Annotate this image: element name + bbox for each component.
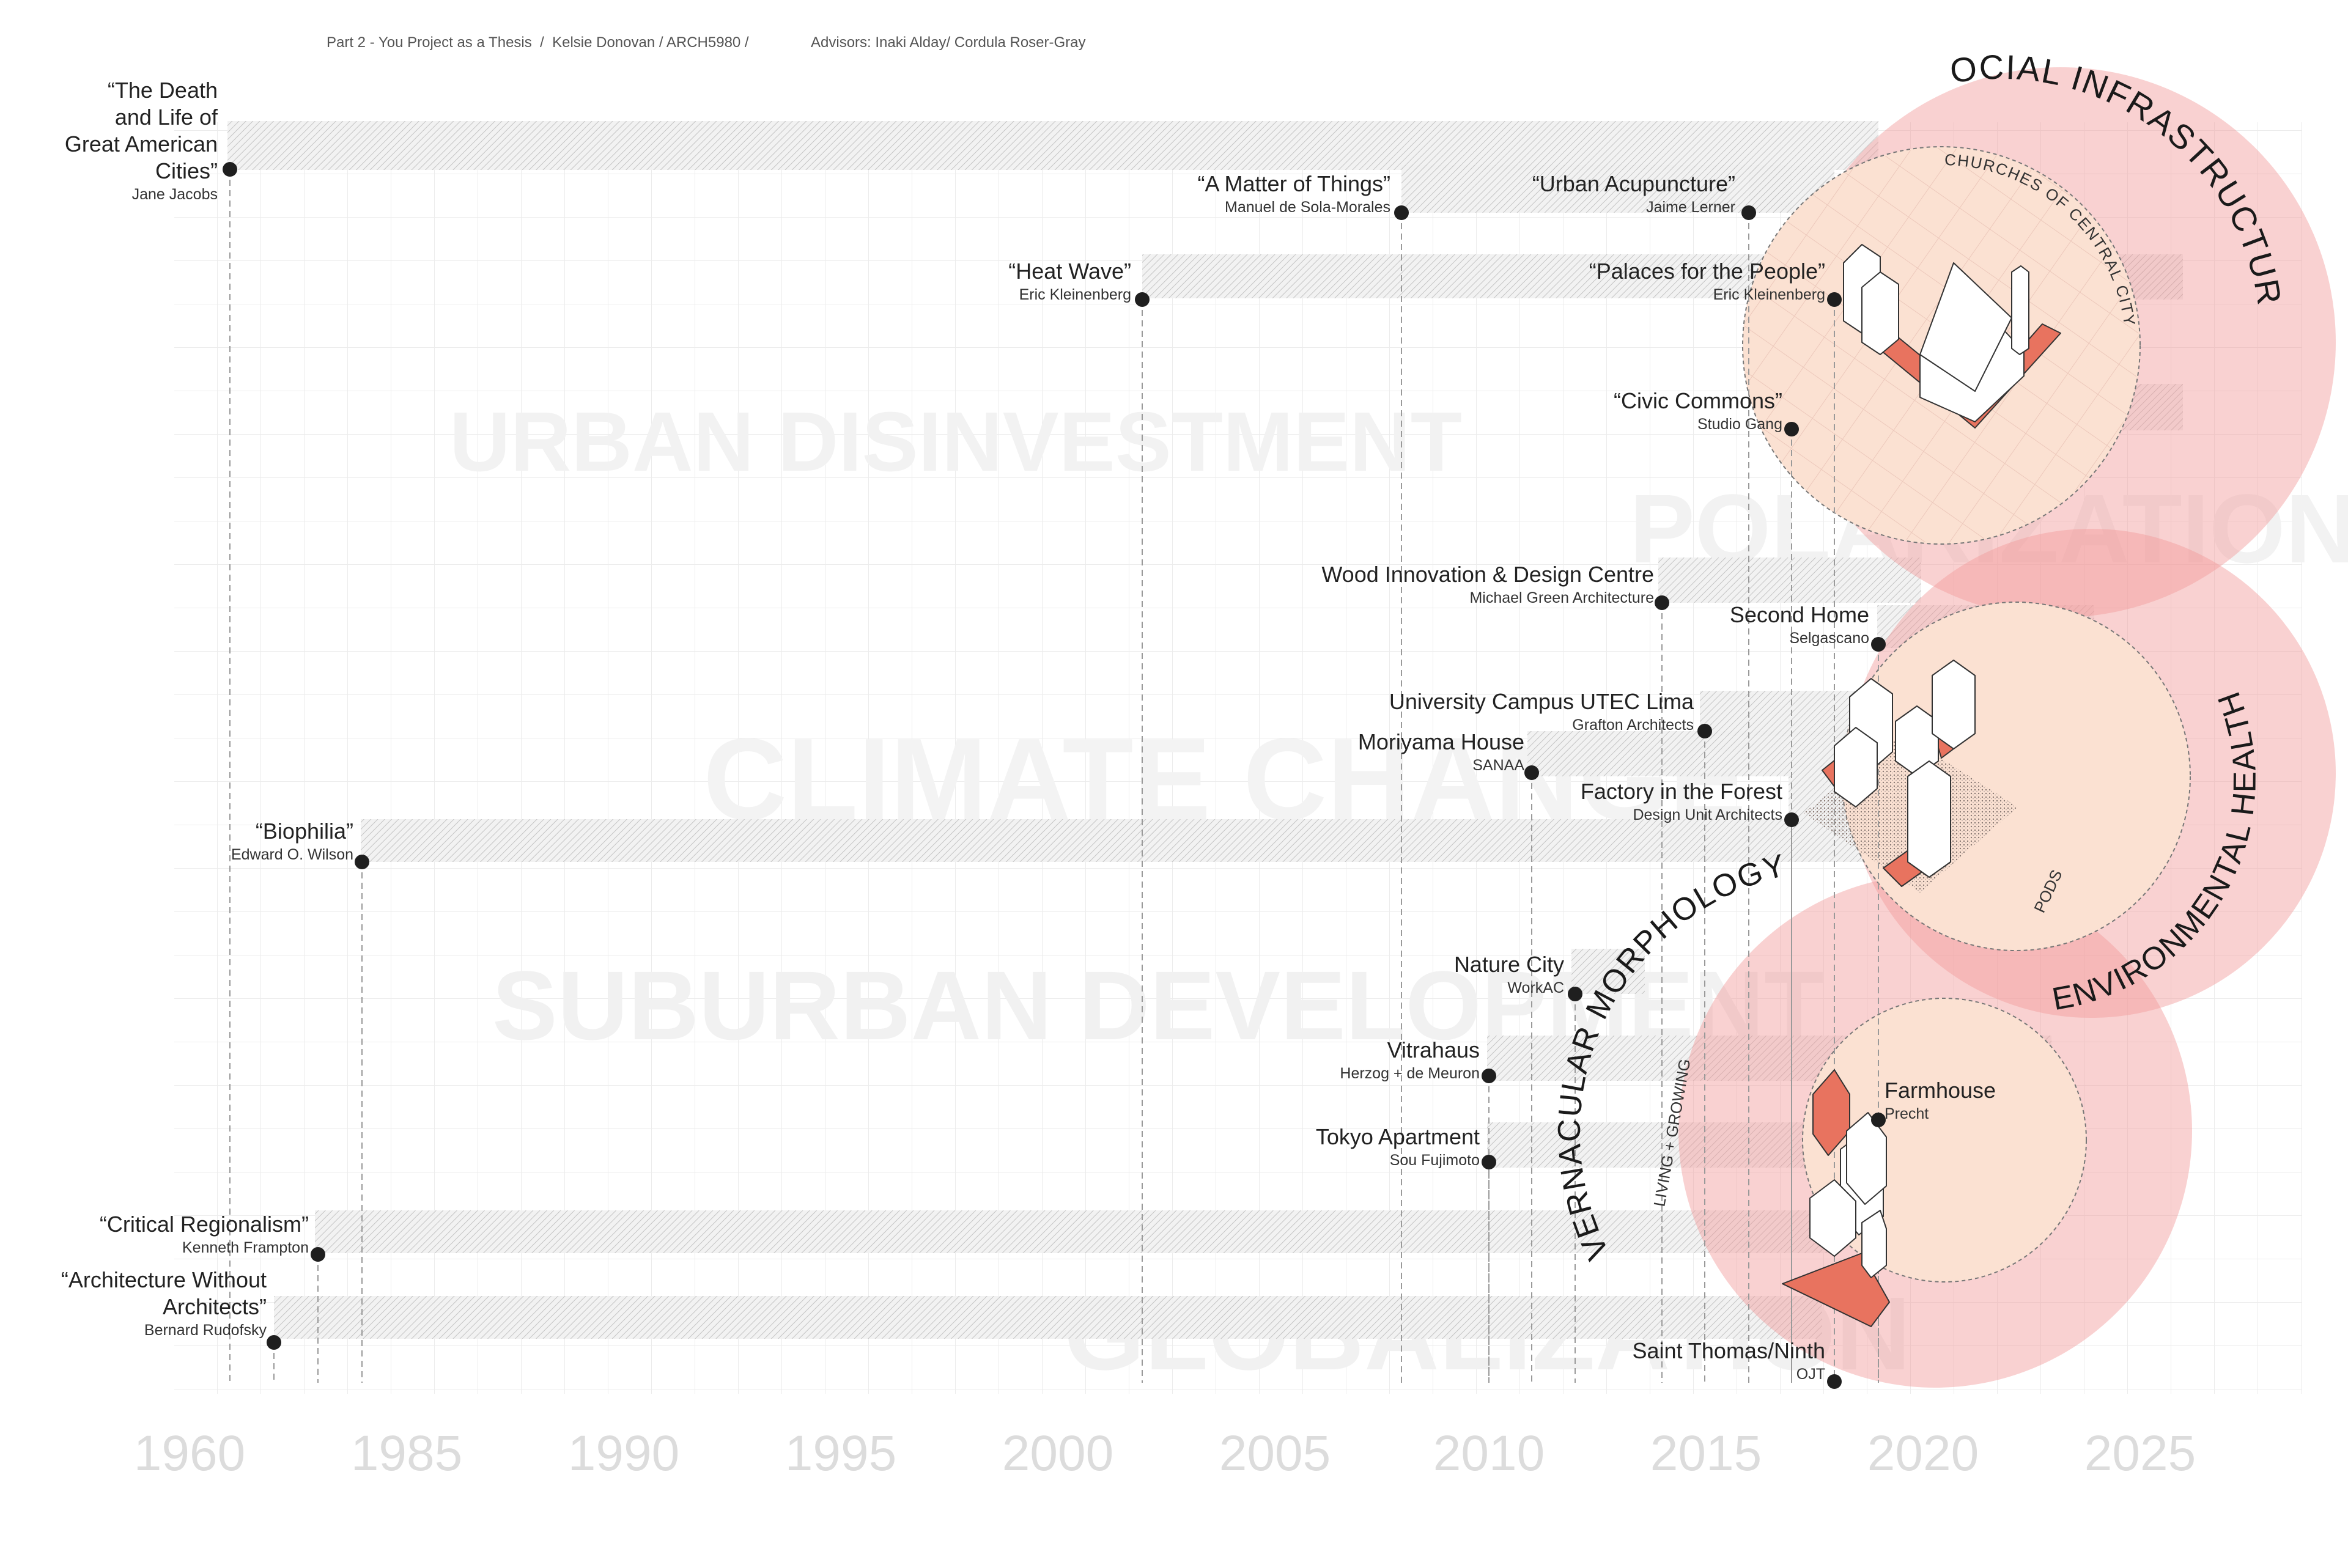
palaces-title: “Palaces for the People” — [1589, 259, 1825, 284]
axis-tick-label: 2025 — [2084, 1426, 2196, 1481]
heat-title: “Heat Wave” — [1008, 259, 1131, 284]
death-title: and Life of — [115, 105, 218, 130]
nature-timeline-bar — [1571, 949, 1645, 994]
wood-timeline-bar — [1658, 558, 1921, 603]
farm-title: Farmhouse — [1885, 1078, 1996, 1103]
church-illustration — [1843, 244, 2061, 429]
heat-marker-dot — [1135, 292, 1150, 307]
matter-title: “A Matter of Things” — [1198, 171, 1390, 196]
utec-title: University Campus UTEC Lima — [1389, 689, 1694, 714]
without-marker-dot — [267, 1335, 281, 1350]
critical-marker-dot — [311, 1247, 325, 1262]
moriyama-author: SANAA — [1472, 757, 1524, 774]
matter-timeline-bar — [1401, 165, 1792, 213]
wood-author: Michael Green Architecture — [1469, 589, 1654, 606]
biophilia-marker-dot — [355, 855, 369, 869]
farm-marker-dot — [1871, 1113, 1886, 1127]
without-timeline-bar — [274, 1296, 1822, 1339]
death-title: “The Death — [108, 78, 218, 103]
wood-title: Wood Innovation & Design Centre — [1321, 562, 1654, 587]
biophilia-author: Edward O. Wilson — [231, 846, 353, 863]
matter-marker-dot — [1394, 205, 1409, 220]
death-timeline-bar — [227, 121, 1878, 170]
saint-marker-dot — [1827, 1374, 1842, 1389]
factory-title: Factory in the Forest — [1581, 779, 1782, 804]
palaces-author: Eric Kleinenberg — [1713, 286, 1825, 303]
death-title: Great American — [65, 131, 218, 156]
nature-title: Nature City — [1454, 952, 1564, 977]
vitra-marker-dot — [1482, 1069, 1496, 1083]
factory-author: Design Unit Architects — [1633, 806, 1782, 823]
saint-author: OJT — [1796, 1366, 1825, 1383]
factory-marker-dot — [1784, 812, 1799, 827]
without-title: Architects” — [163, 1294, 267, 1319]
axis-tick-label: 1990 — [568, 1426, 679, 1481]
death-marker-dot — [223, 162, 237, 177]
axis-tick-label: 2015 — [1650, 1426, 1762, 1481]
header-course-info: Part 2 - You Project as a Thesis / Kelsi… — [327, 34, 749, 51]
civic-title: “Civic Commons” — [1614, 388, 1782, 413]
saint-title: Saint Thomas/Ninth — [1633, 1338, 1826, 1363]
axis-tick-label: 2010 — [1433, 1426, 1545, 1481]
death-author: Jane Jacobs — [132, 186, 218, 203]
palaces-marker-dot — [1827, 292, 1842, 307]
acup-marker-dot — [1741, 205, 1756, 220]
farmhouse-illustration — [1782, 1069, 1890, 1327]
critical-author: Kenneth Frampton — [182, 1239, 309, 1256]
civic-author: Studio Gang — [1697, 416, 1782, 433]
critical-timeline-bar — [315, 1210, 1834, 1253]
nature-marker-dot — [1568, 987, 1582, 1001]
vitra-author: Herzog + de Meuron — [1340, 1065, 1480, 1082]
axis-tick-label: 1960 — [134, 1426, 245, 1481]
heat-author: Eric Kleinenberg — [1019, 286, 1131, 303]
civic-marker-dot — [1784, 422, 1799, 436]
utec-author: Grafton Architects — [1572, 716, 1694, 734]
death-title: Cities” — [155, 158, 218, 183]
second-author: Selgascano — [1789, 630, 1869, 647]
biophilia-title: “Biophilia” — [256, 819, 353, 844]
tokyo-marker-dot — [1482, 1155, 1496, 1169]
axis-tick-label: 2020 — [1867, 1426, 1979, 1481]
without-author: Bernard Rudofsky — [144, 1322, 267, 1339]
utec-marker-dot — [1697, 724, 1712, 738]
tokyo-author: Sou Fujimoto — [1390, 1152, 1480, 1169]
acup-author: Jaime Lerner — [1646, 199, 1735, 216]
critical-title: “Critical Regionalism” — [100, 1212, 309, 1237]
axis-tick-label: 2005 — [1219, 1426, 1331, 1481]
farm-author: Precht — [1885, 1105, 1929, 1122]
theme-urban-label: URBAN DISINVESTMENT — [449, 395, 1462, 489]
acup-title: “Urban Acupuncture” — [1532, 171, 1735, 196]
vitra-title: Vitrahaus — [1387, 1037, 1480, 1062]
axis-tick-label: 1985 — [351, 1426, 462, 1481]
matter-author: Manuel de Sola-Morales — [1225, 199, 1390, 216]
axis-tick-label: 2000 — [1002, 1426, 1113, 1481]
tokyo-title: Tokyo Apartment — [1316, 1124, 1480, 1149]
without-title: “Architecture Without — [61, 1267, 267, 1292]
header-advisors: Advisors: Inaki Alday/ Cordula Roser-Gra… — [811, 34, 1086, 51]
moriyama-marker-dot — [1524, 765, 1539, 780]
moriyama-title: Moriyama House — [1358, 729, 1524, 754]
second-title: Second Home — [1730, 602, 1869, 627]
pods-illustration — [1804, 660, 2018, 893]
wood-marker-dot — [1655, 595, 1669, 610]
second-marker-dot — [1871, 637, 1886, 652]
nature-author: WorkAC — [1507, 979, 1564, 996]
axis-tick-label: 1995 — [785, 1426, 896, 1481]
